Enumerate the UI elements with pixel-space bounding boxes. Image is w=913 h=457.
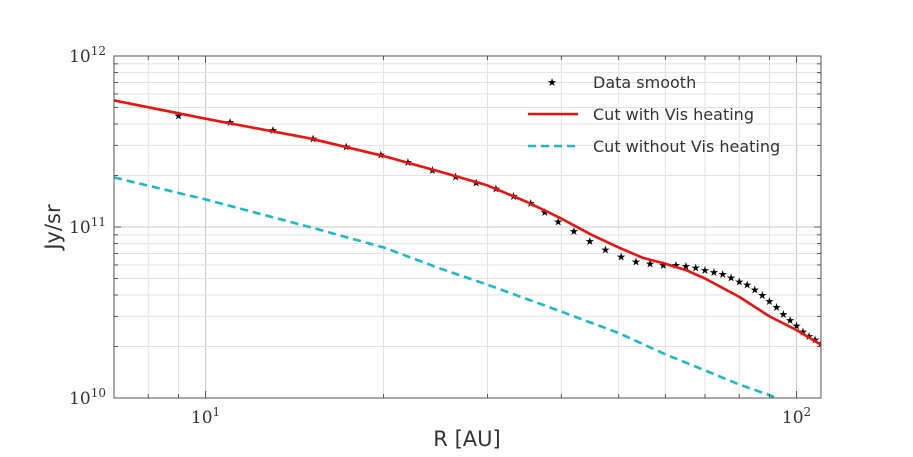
x-tick-label: 101 [191,405,220,428]
data-point-star: ★ [174,109,184,122]
legend: ★ Data smooth Cut with Vis heating Cut with… [528,73,780,156]
data-point-star: ★ [778,308,788,321]
x-axis-label: R [AU] [433,427,500,451]
legend-label: Cut with Vis heating [593,105,754,124]
y-axis-label: Jy/sr [41,204,65,252]
legend-label: Cut without Vis heating [593,137,780,156]
y-tick-label: 1012 [69,44,106,67]
data-point-star: ★ [792,320,802,333]
data-point-star: ★ [798,325,808,338]
data-point-star: ★ [772,301,782,314]
data-point-star: ★ [726,272,736,285]
data-point-star: ★ [569,225,579,238]
legend-marker-star: ★ [547,76,557,89]
data-point-star: ★ [750,284,760,297]
data-point-star: ★ [616,251,626,264]
data-point-star: ★ [631,255,641,268]
series-2-line [114,99,821,346]
legend-label: Data smooth [593,73,696,92]
data-point-star: ★ [681,260,691,273]
data-point-star: ★ [658,259,668,272]
data-point-star: ★ [700,264,710,277]
series-3-line [114,176,781,398]
data-point-star: ★ [718,268,728,281]
data-point-star: ★ [553,215,563,228]
data-point-star: ★ [709,266,719,279]
series-layer: ★★★★★★★★ ★ ★ ★★★★★★★★★ ★ ★ ★ ★ ★ ★ ★ ★★★★★★★★★★★★★★… [114,99,821,398]
data-point-star: ★ [757,289,767,302]
data-point-star: ★ [540,206,550,219]
data-point-star: ★ [671,259,681,272]
data-point-star: ★ [765,295,775,308]
data-point-star: ★ [785,314,795,327]
data-point-star: ★ [585,235,595,248]
y-tick-label: 1011 [69,215,106,238]
data-point-star: ★ [601,243,611,256]
axis-ticks [113,55,821,399]
data-point-star: ★ [742,279,752,292]
tick-labels: 101 102 1010 1011 1012 [69,44,811,428]
x-tick-label: 102 [782,405,811,428]
data-point-star: ★ [734,276,744,289]
data-point-star: ★ [645,258,655,271]
data-point-star: ★ [691,261,701,274]
y-tick-label: 1010 [69,386,106,409]
